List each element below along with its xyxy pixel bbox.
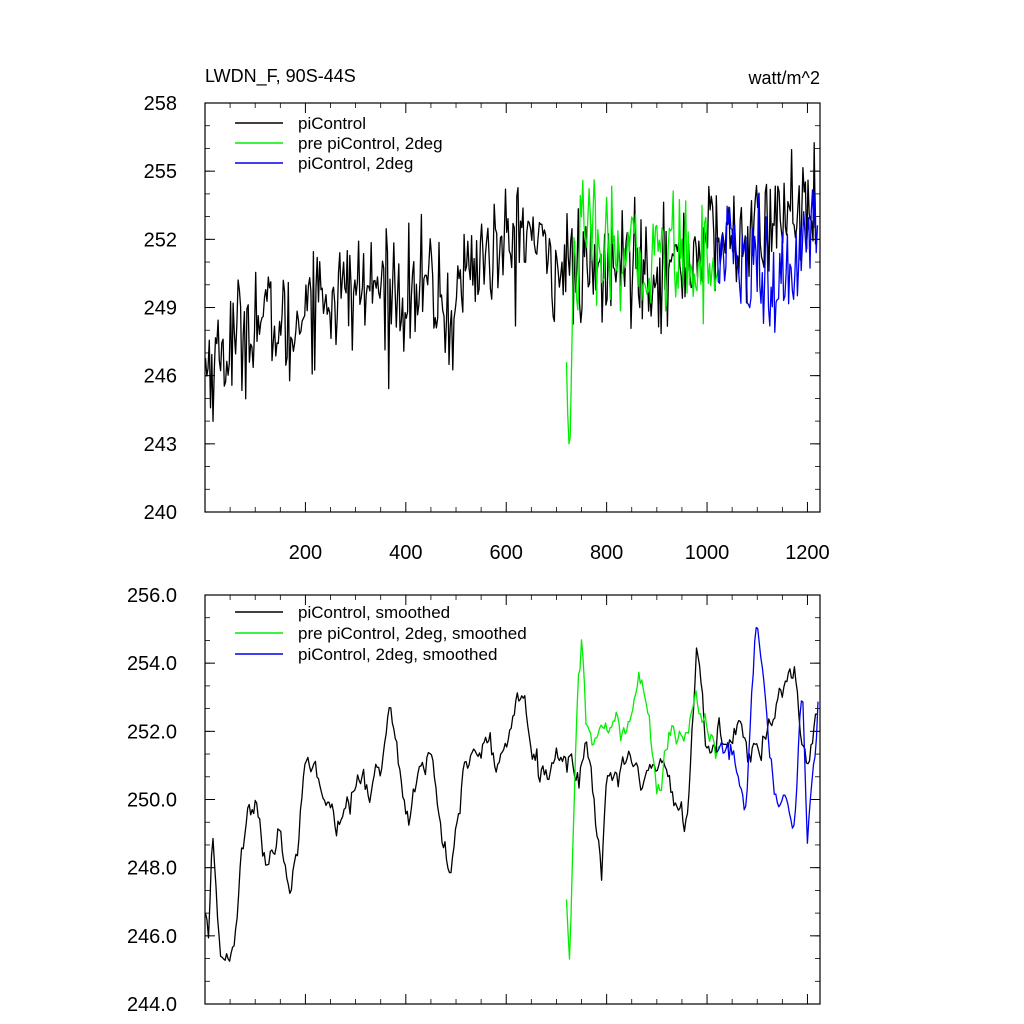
- y-tick-label: 240: [144, 502, 177, 524]
- series-line-2: [565, 179, 721, 445]
- y-tick-label: 243: [144, 434, 177, 456]
- y-tick-label: 246: [144, 366, 177, 388]
- chart-panel-1: 240 243 246 249 252 255 258 200 400 600 800 1000 120…: [144, 66, 830, 564]
- legend-label-1: piControl, smoothed: [298, 603, 450, 622]
- chart-title: LWDN_F, 90S-44S: [205, 66, 356, 87]
- chart-panel-2: 244.0 246.0 248.0 250.0 252.0 254.0 256.0 piCon…: [127, 585, 821, 1016]
- x-tick-label: 200: [289, 542, 322, 564]
- x-tick-label: 800: [590, 542, 623, 564]
- legend-label-3: piControl, 2deg: [298, 154, 413, 173]
- y-tick-label: 254.0: [127, 653, 177, 675]
- y-tick-label: 249: [144, 298, 177, 320]
- y-tick-label: 244.0: [127, 994, 177, 1016]
- y-tick-label: 252: [144, 229, 177, 251]
- x-tick-label: 1000: [685, 542, 730, 564]
- y-tick-label: 250.0: [127, 790, 177, 812]
- y-tick-label: 248.0: [127, 858, 177, 880]
- series-line-1: [204, 647, 818, 962]
- legend-label-2: pre piControl, 2deg: [298, 134, 443, 153]
- series-line-1: [204, 142, 818, 422]
- units-label: watt/m^2: [748, 68, 820, 88]
- series-line-3: [716, 626, 819, 844]
- legend-label-3: piControl, 2deg, smoothed: [298, 645, 497, 664]
- y-tick-label: 246.0: [127, 926, 177, 948]
- y-tick-label: 256.0: [127, 585, 177, 607]
- x-tick-label: 600: [490, 542, 523, 564]
- series-line-3: [716, 189, 819, 333]
- x-tick-label: 1200: [785, 542, 830, 564]
- y-tick-label: 258: [144, 93, 177, 115]
- series-line-2: [565, 639, 720, 960]
- x-tick-label: 400: [389, 542, 422, 564]
- y-tick-label: 255: [144, 161, 177, 183]
- y-tick-label: 252.0: [127, 721, 177, 743]
- legend-label-2: pre piControl, 2deg, smoothed: [298, 624, 527, 643]
- legend-label-1: piControl: [298, 114, 366, 133]
